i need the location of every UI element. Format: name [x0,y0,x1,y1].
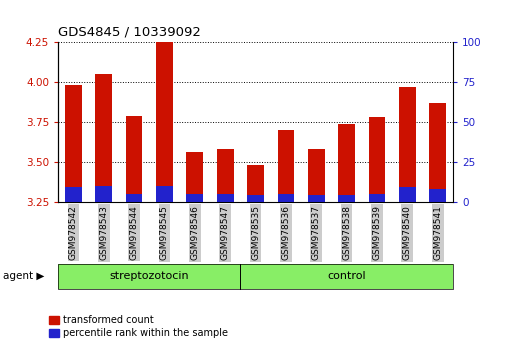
Bar [186,152,203,202]
Bar [126,194,142,202]
Bar [126,116,142,202]
Text: GSM978541: GSM978541 [432,205,441,260]
Text: control: control [327,271,365,281]
Text: GSM978547: GSM978547 [220,205,229,260]
Bar [337,195,355,202]
Bar [398,87,415,202]
Bar [429,103,445,202]
Bar [95,186,112,202]
Text: GSM978544: GSM978544 [129,205,138,260]
Bar [277,130,294,202]
Bar [368,194,385,202]
Text: streptozotocin: streptozotocin [109,271,189,281]
Text: GSM978542: GSM978542 [69,205,78,260]
Bar [368,118,385,202]
Bar [307,149,324,202]
Text: GSM978543: GSM978543 [99,205,108,260]
Text: GSM978546: GSM978546 [190,205,199,260]
Bar [247,165,264,202]
Text: GDS4845 / 10339092: GDS4845 / 10339092 [58,26,200,39]
Bar [337,124,355,202]
Bar [398,188,415,202]
Text: GSM978537: GSM978537 [311,205,320,260]
Bar [186,194,203,202]
Text: GSM978545: GSM978545 [160,205,169,260]
Legend: transformed count, percentile rank within the sample: transformed count, percentile rank withi… [45,312,231,342]
Bar [156,42,173,202]
Bar [307,195,324,202]
Text: GSM978536: GSM978536 [281,205,290,260]
Bar [217,149,233,202]
Bar [247,195,264,202]
Text: GSM978540: GSM978540 [402,205,411,260]
Text: GSM978539: GSM978539 [372,205,381,260]
Bar [217,194,233,202]
Bar [156,186,173,202]
Bar [429,189,445,202]
Bar [65,85,82,202]
Text: GSM978535: GSM978535 [250,205,260,260]
Text: GSM978538: GSM978538 [341,205,350,260]
Bar [277,194,294,202]
Bar [65,188,82,202]
Bar [95,74,112,202]
Text: agent ▶: agent ▶ [3,271,44,281]
